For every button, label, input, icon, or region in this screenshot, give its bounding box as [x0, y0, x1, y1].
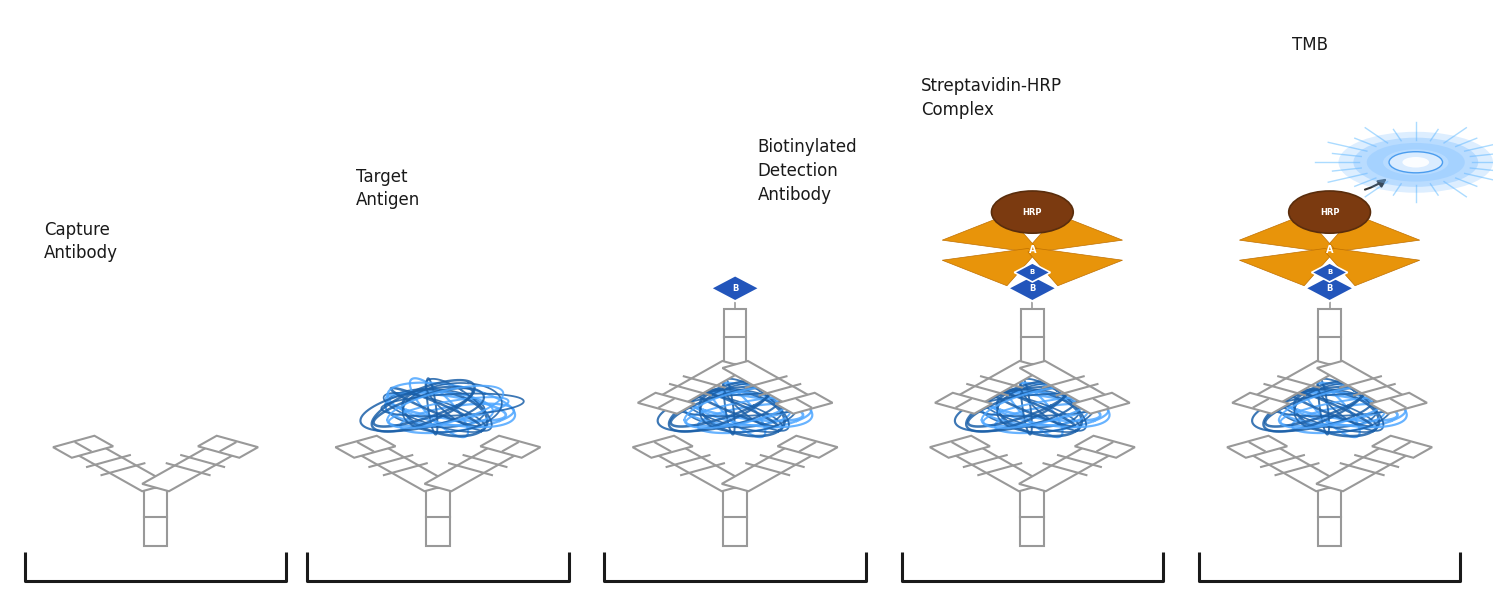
Polygon shape — [480, 436, 540, 458]
Polygon shape — [934, 393, 992, 413]
Text: A: A — [1029, 245, 1036, 255]
Polygon shape — [724, 309, 747, 364]
Polygon shape — [777, 436, 837, 458]
Polygon shape — [946, 443, 1046, 491]
Polygon shape — [1020, 361, 1114, 407]
Polygon shape — [53, 436, 112, 458]
Polygon shape — [930, 436, 990, 458]
Polygon shape — [723, 488, 747, 546]
Ellipse shape — [1007, 199, 1059, 226]
Polygon shape — [1244, 443, 1342, 491]
Polygon shape — [144, 488, 168, 546]
Text: Streptavidin-HRP
Complex: Streptavidin-HRP Complex — [921, 77, 1062, 119]
Polygon shape — [336, 436, 396, 458]
Circle shape — [1353, 137, 1478, 187]
Text: HRP: HRP — [1320, 208, 1340, 217]
Polygon shape — [1239, 248, 1334, 286]
Circle shape — [1383, 149, 1449, 175]
Text: B: B — [732, 284, 738, 293]
Polygon shape — [650, 443, 748, 491]
Polygon shape — [1305, 275, 1354, 301]
Text: Target
Antigen: Target Antigen — [356, 168, 420, 209]
Polygon shape — [1239, 215, 1334, 252]
Polygon shape — [1317, 361, 1412, 407]
Ellipse shape — [1304, 199, 1356, 226]
Polygon shape — [1227, 436, 1287, 458]
Polygon shape — [633, 436, 693, 458]
Polygon shape — [942, 248, 1036, 286]
Polygon shape — [424, 443, 524, 491]
Polygon shape — [1324, 248, 1419, 286]
Polygon shape — [1028, 215, 1122, 252]
Text: B: B — [1029, 269, 1035, 275]
Polygon shape — [198, 436, 258, 458]
Polygon shape — [1074, 436, 1136, 458]
Polygon shape — [1317, 488, 1341, 546]
Polygon shape — [1318, 309, 1341, 364]
Polygon shape — [711, 275, 759, 301]
Polygon shape — [1014, 263, 1050, 282]
Polygon shape — [723, 361, 816, 407]
Ellipse shape — [1294, 194, 1365, 230]
Polygon shape — [426, 488, 450, 546]
Polygon shape — [1370, 393, 1426, 413]
Text: B: B — [1326, 284, 1334, 293]
Polygon shape — [1324, 215, 1419, 252]
Polygon shape — [1008, 275, 1058, 301]
Ellipse shape — [992, 191, 1072, 233]
Polygon shape — [69, 443, 170, 491]
Text: B: B — [1029, 284, 1035, 293]
Polygon shape — [1316, 443, 1416, 491]
Ellipse shape — [998, 194, 1066, 230]
Text: Biotinylated
Detection
Antibody: Biotinylated Detection Antibody — [758, 139, 856, 203]
Polygon shape — [1372, 436, 1432, 458]
Polygon shape — [1232, 393, 1290, 413]
Polygon shape — [722, 443, 821, 491]
Text: Capture
Antibody: Capture Antibody — [44, 221, 118, 262]
Polygon shape — [776, 393, 832, 413]
Text: A: A — [1326, 245, 1334, 255]
Ellipse shape — [1288, 191, 1371, 233]
Polygon shape — [1311, 263, 1347, 282]
Polygon shape — [1020, 488, 1044, 546]
Polygon shape — [1019, 443, 1118, 491]
Polygon shape — [1022, 309, 1044, 364]
Circle shape — [1338, 132, 1492, 193]
Circle shape — [1389, 152, 1443, 173]
Polygon shape — [1248, 361, 1342, 407]
Polygon shape — [654, 361, 748, 407]
Polygon shape — [638, 393, 694, 413]
Circle shape — [1366, 143, 1466, 182]
Polygon shape — [142, 443, 242, 491]
Text: B: B — [1328, 269, 1332, 275]
Text: HRP: HRP — [1023, 208, 1042, 217]
Text: TMB: TMB — [1293, 36, 1329, 54]
Polygon shape — [951, 361, 1046, 407]
Polygon shape — [352, 443, 452, 491]
Polygon shape — [1072, 393, 1130, 413]
Polygon shape — [942, 215, 1036, 252]
Polygon shape — [1028, 248, 1122, 286]
Circle shape — [1402, 157, 1429, 167]
